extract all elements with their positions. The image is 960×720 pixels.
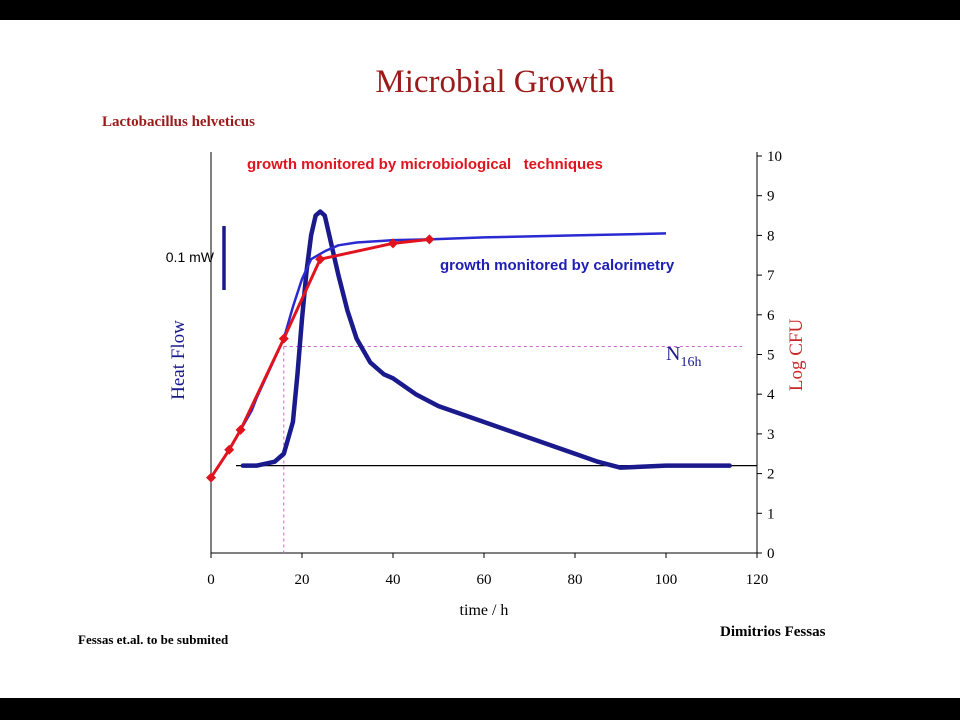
y-tick-label: 7 <box>767 268 775 284</box>
x-tick-label: 120 <box>746 572 769 588</box>
y-tick-label: 8 <box>767 228 775 244</box>
left-axis-title: Heat Flow <box>168 320 189 400</box>
n16h-label: N16h <box>666 343 701 370</box>
x-axis-title: time / h <box>460 602 509 619</box>
credit-right: Dimitrios Fessas <box>720 624 826 640</box>
scale-bar-label: 0.1 mW <box>166 249 215 265</box>
x-tick-label: 80 <box>568 572 583 588</box>
heat-flow-curve <box>240 209 732 470</box>
slide: Microbial Growth Lactobacillus helveticu… <box>0 20 960 698</box>
slide-title: Microbial Growth <box>375 64 615 100</box>
x-tick-label: 0 <box>207 572 215 588</box>
y-tick-label: 10 <box>767 149 782 165</box>
chart-marks <box>206 209 757 553</box>
n16h-main: N <box>666 343 680 365</box>
n16h-subscript: 16h <box>680 355 701 370</box>
y-tick-label: 3 <box>767 427 775 443</box>
y-tick-label: 4 <box>767 387 775 403</box>
microbiological-point <box>224 444 235 455</box>
calorimetry-label: growth monitored by calorimetry <box>440 257 675 274</box>
microbiological-point <box>278 333 289 344</box>
chart-axes: 0 20 40 60 80 100 120 0 1 2 3 4 5 6 7 8 9 10 <box>207 149 782 588</box>
microbiological-point <box>206 472 216 483</box>
x-tick-label: 100 <box>655 572 678 588</box>
right-axis-title: Log CFU <box>786 319 807 392</box>
microbiological-point <box>315 254 326 265</box>
y-tick-label: 9 <box>767 189 775 205</box>
y-tick-label: 6 <box>767 308 775 324</box>
y-tick-label: 5 <box>767 348 775 364</box>
microbiological-point <box>388 238 398 249</box>
x-tick-label: 60 <box>477 572 492 588</box>
microbiological-label: growth monitored by microbiological tech… <box>247 156 603 173</box>
x-tick-label: 20 <box>295 572 310 588</box>
y-tick-label: 2 <box>767 467 775 483</box>
credit-left: Fessas et.al. to be submited <box>78 632 229 647</box>
y-tick-label: 1 <box>767 506 775 522</box>
y-tick-label: 0 <box>767 546 775 562</box>
chart-labels: time / h Heat Flow Log CFU 0.1 mW growth mon… <box>166 156 807 619</box>
x-tick-label: 40 <box>386 572 401 588</box>
microbiological-point <box>235 424 246 435</box>
microbiological-point <box>424 234 435 245</box>
microbiological-growth-line <box>209 237 430 479</box>
organism-label: Lactobacillus helveticus <box>102 114 255 130</box>
